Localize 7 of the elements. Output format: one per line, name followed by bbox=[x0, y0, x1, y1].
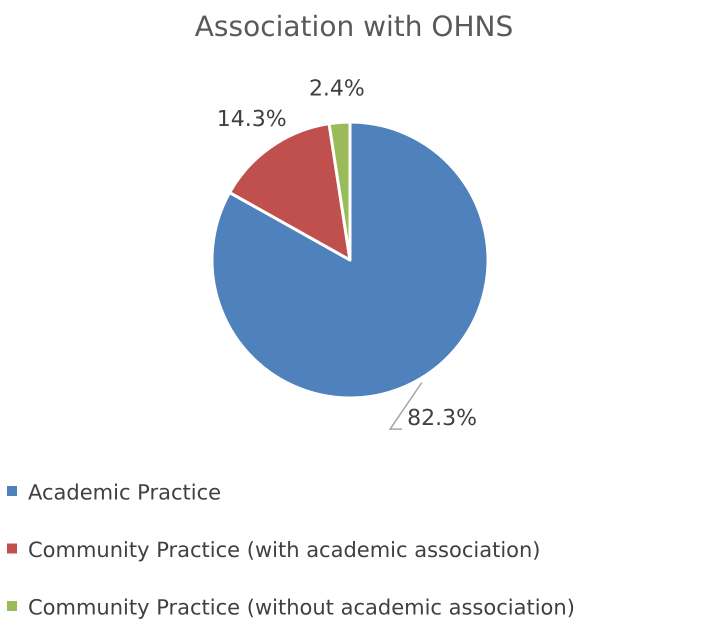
legend-label: Academic Practice bbox=[28, 480, 222, 504]
data-label: 14.3% bbox=[216, 106, 287, 132]
legend-label: Community Practice (without academic association) bbox=[28, 595, 575, 620]
chart-title: Association with OHNS bbox=[194, 10, 514, 43]
legend-label: Community Practice (with academic association) bbox=[28, 538, 541, 562]
data-label: 82.3% bbox=[407, 406, 478, 431]
data-label: 2.4% bbox=[308, 76, 365, 102]
